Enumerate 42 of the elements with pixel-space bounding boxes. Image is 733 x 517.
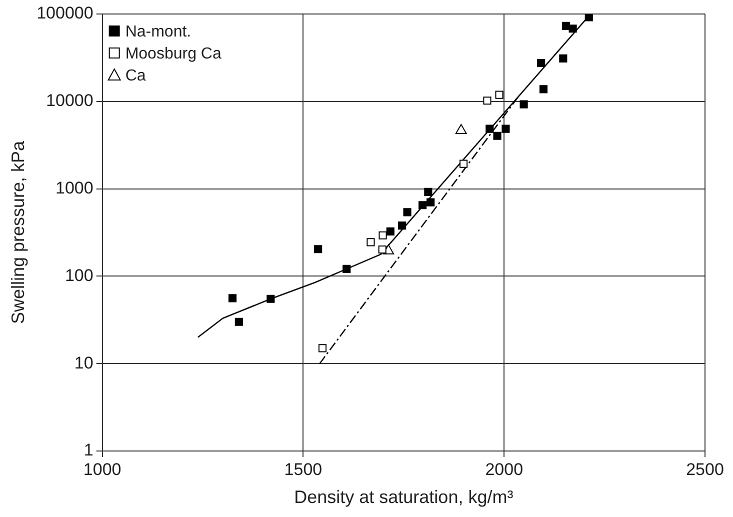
x-axis-title: Density at saturation, kg/m³ [294, 487, 514, 508]
legend-label: Ca [125, 67, 146, 84]
point [266, 294, 275, 303]
legend-label: Moosburg Ca [125, 45, 222, 62]
point [584, 14, 593, 22]
point [314, 245, 322, 254]
y-tick-label: 10000 [46, 91, 94, 110]
point [366, 238, 375, 246]
x-tick-label: 2500 [686, 460, 724, 479]
point [424, 188, 432, 196]
point [378, 245, 386, 254]
x-tick-label: 1500 [284, 460, 322, 479]
point [559, 54, 568, 62]
point [520, 100, 528, 108]
point [318, 344, 327, 352]
point [562, 22, 570, 30]
y-tick-label: 100 [64, 266, 94, 285]
point [495, 90, 504, 99]
point [378, 231, 387, 240]
point [398, 221, 406, 230]
point [418, 201, 427, 210]
y-axis-title: Swelling pressure, kPa [8, 140, 28, 324]
point [228, 294, 237, 302]
point [486, 124, 494, 133]
point [386, 227, 394, 236]
point [568, 24, 577, 33]
point [426, 198, 435, 206]
y-tick-label: 1 [84, 440, 94, 460]
x-tick-label: 2000 [485, 460, 524, 479]
point [342, 264, 351, 273]
point [459, 160, 468, 168]
point [539, 85, 548, 94]
legend-label: Na-mont. [125, 23, 192, 40]
point [537, 58, 546, 68]
y-tick-label: 10 [74, 353, 94, 372]
point [403, 208, 412, 216]
point [502, 124, 510, 133]
point [483, 96, 492, 105]
y-tick-label: 100000 [36, 4, 94, 23]
y-tick-label: 1000 [56, 178, 94, 198]
point [493, 132, 502, 140]
point [234, 318, 243, 326]
